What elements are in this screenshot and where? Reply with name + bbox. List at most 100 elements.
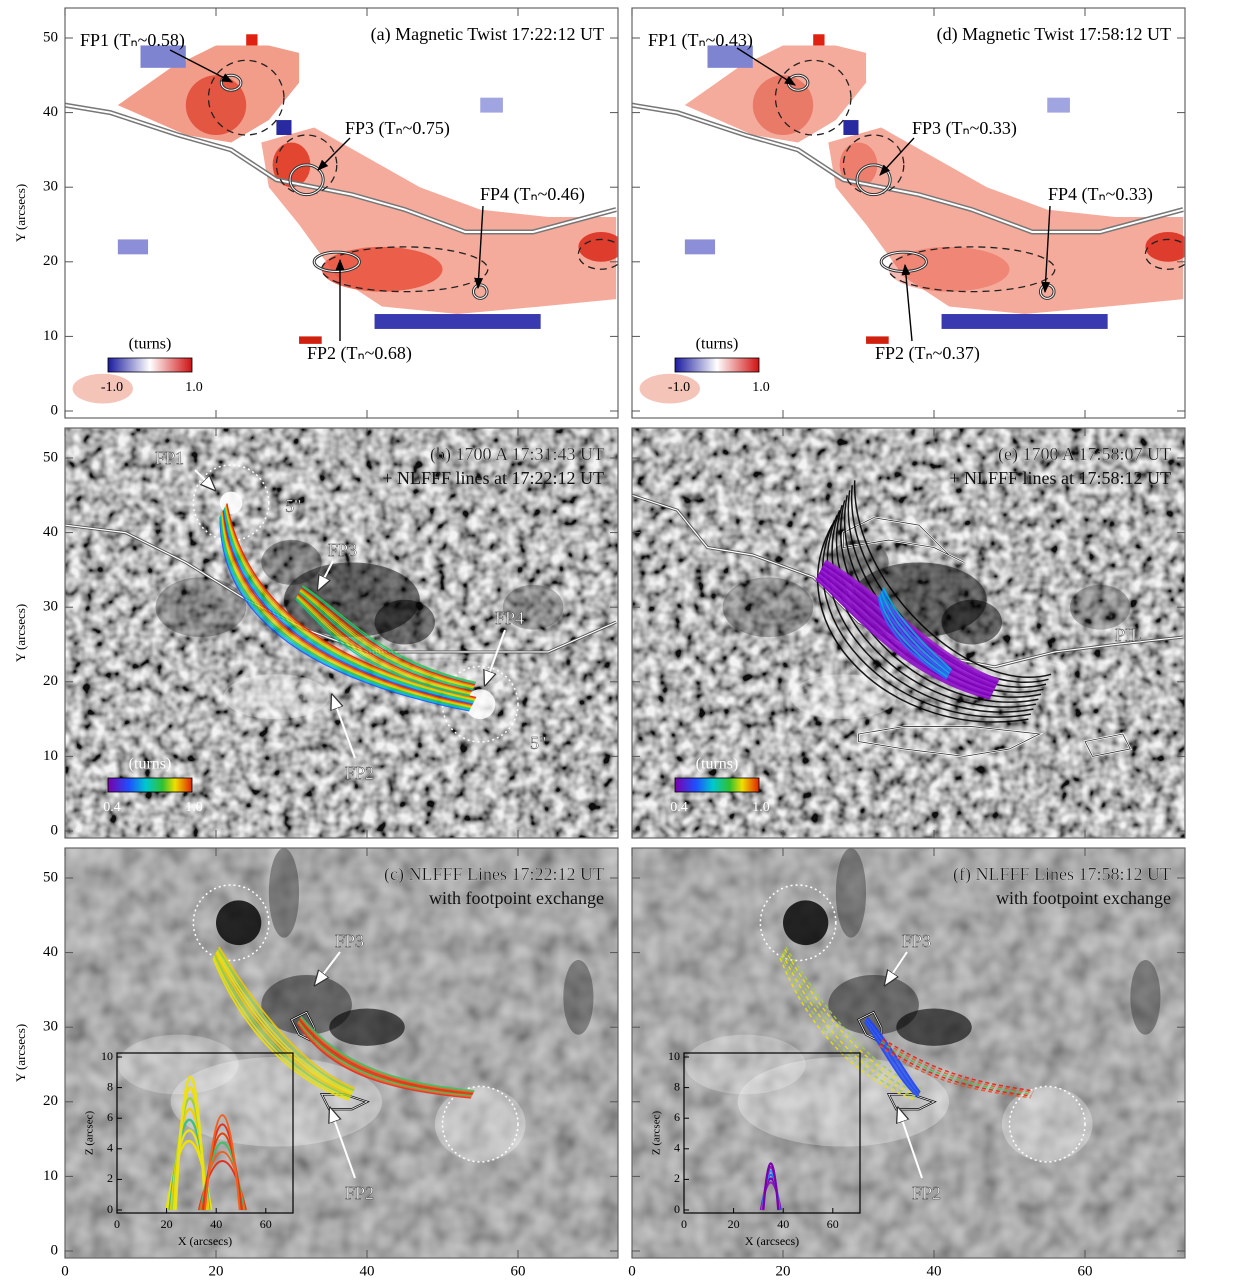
annotation-label: FP4 (Tₙ~0.33) (1048, 184, 1153, 205)
annotation-label: FP2 (345, 1183, 374, 1203)
panel-subtitle: with footpoint exchange (429, 888, 604, 908)
intensity-feature (563, 960, 593, 1035)
twist-patch (942, 314, 1108, 329)
intensity-feature (1130, 960, 1160, 1035)
y-tick-label: 20 (43, 1093, 58, 1109)
inset-x-tick-label: 60 (827, 1217, 839, 1231)
intensity-feature (375, 600, 435, 645)
annotation-label: 5" (285, 496, 301, 516)
annotation-label: FP2 (Tₙ~0.37) (875, 343, 980, 364)
y-tick-label: 30 (43, 179, 58, 195)
intensity-feature (156, 577, 247, 637)
panel (632, 428, 1185, 838)
intensity-feature (269, 848, 299, 938)
annotation-label: FP3 (Tₙ~0.33) (912, 118, 1017, 139)
y-tick-label: 40 (43, 944, 58, 960)
intensity-feature (224, 674, 330, 719)
y-tick-label: 0 (51, 402, 59, 418)
panel-title: (f) NLFFF Lines 17:58:12 UT (953, 864, 1171, 885)
colorbar (675, 358, 759, 372)
inset-y-tick-label: 0 (674, 1202, 680, 1216)
intensity-feature (791, 674, 897, 719)
inset-y-tick-label: 2 (107, 1171, 113, 1185)
y-axis-label: Y (arcsecs) (13, 184, 28, 242)
annotation-label: FP4 (495, 608, 524, 628)
x-tick-label: 40 (360, 1263, 375, 1279)
intensity-feature (216, 900, 261, 945)
panel-title: (e) 1700 A 17:58:07 UT (998, 444, 1171, 465)
inset-x-tick-label: 20 (728, 1217, 740, 1231)
annotation-label: FP3 (Tₙ~0.75) (345, 118, 450, 139)
intensity-feature (1070, 585, 1130, 630)
inset-y-tick-label: 8 (107, 1079, 113, 1093)
colorbar-label: (turns) (696, 336, 739, 353)
annotation-label: 5" (530, 733, 546, 753)
annotation-label: FP4 (Tₙ~0.46) (480, 184, 585, 205)
annotation-label: FP2 (912, 1183, 941, 1203)
colorbar-tick-label: 0.4 (670, 800, 688, 815)
panel-subtitle: + NLFFF lines at 17:22:12 UT (382, 468, 604, 488)
twist-patch (118, 239, 148, 254)
panel-subtitle: + NLFFF lines at 17:58:12 UT (949, 468, 1171, 488)
x-tick-label: 40 (927, 1263, 942, 1279)
y-tick-label: 40 (43, 524, 58, 540)
x-tick-label: 20 (209, 1263, 224, 1279)
colorbar-tick-label: 1.0 (752, 800, 770, 815)
annotation-label: FP1 (Tₙ~0.43) (648, 30, 753, 51)
inset-x-tick-label: 40 (210, 1217, 222, 1231)
annotation-label: PIL (1115, 625, 1142, 645)
inset-y-tick-label: 10 (101, 1049, 113, 1063)
intensity-feature (723, 577, 814, 637)
intensity-feature (783, 900, 828, 945)
colorbar (108, 778, 192, 792)
page: {"axes":{"y_label":"Y (arcsecs)","yticks… (0, 0, 1256, 1282)
panel (65, 428, 618, 838)
colorbar (675, 778, 759, 792)
panel-title: (a) Magnetic Twist 17:22:12 UT (371, 24, 604, 45)
x-tick-label: 60 (511, 1263, 526, 1279)
intensity-feature (942, 600, 1002, 645)
twist-patch (276, 120, 291, 135)
panel-title: (b) 1700 A 17:31:43 UT (430, 444, 604, 465)
figure: 01020304050Y (arcsecs)(a) Magnetic Twist… (0, 0, 1256, 1282)
inset-x-tick-label: 20 (161, 1217, 173, 1231)
colorbar-label: (turns) (129, 756, 172, 773)
panel-title: (c) NLFFF Lines 17:22:12 UT (384, 864, 604, 885)
twist-patch (186, 75, 246, 135)
colorbar-tick-label: 1.0 (752, 380, 770, 395)
inset-y-tick-label: 0 (107, 1202, 113, 1216)
y-tick-label: 0 (51, 1242, 59, 1258)
intensity-feature (836, 848, 866, 938)
inset-y-tick-label: 4 (107, 1141, 113, 1155)
inset-y-tick-label: 2 (674, 1171, 680, 1185)
y-axis-label: Y (arcsecs) (13, 604, 28, 662)
colorbar-tick-label: -1.0 (101, 380, 123, 395)
inset-y-label: Z (arcsec) (651, 1111, 663, 1156)
intensity-feature (261, 540, 321, 585)
inset-y-tick-label: 6 (674, 1110, 680, 1124)
annotation-label: FP2 (345, 763, 374, 783)
inset-y-tick-label: 10 (668, 1049, 680, 1063)
y-tick-label: 50 (43, 869, 58, 885)
intensity-feature (329, 1009, 405, 1046)
annotation-label: FP3 (328, 540, 357, 560)
x-tick-label: 60 (1078, 1263, 1093, 1279)
inset-x-tick-label: 0 (114, 1217, 120, 1231)
inset-y-label: Z (arcsec) (84, 1111, 96, 1156)
y-tick-label: 30 (43, 599, 58, 615)
twist-patch (843, 120, 858, 135)
y-tick-label: 20 (43, 673, 58, 689)
twist-patch (405, 0, 428, 8)
colorbar-label: (turns) (129, 336, 172, 353)
panel-subtitle: with footpoint exchange (996, 888, 1171, 908)
x-tick-label: 20 (776, 1263, 791, 1279)
twist-patch (1145, 232, 1190, 262)
y-tick-label: 20 (43, 253, 58, 269)
twist-patch (578, 232, 623, 262)
y-tick-label: 50 (43, 29, 58, 45)
twist-patch (480, 98, 503, 113)
y-tick-label: 50 (43, 449, 58, 465)
twist-patch (375, 314, 541, 329)
intensity-feature (435, 1087, 526, 1162)
y-tick-label: 10 (43, 748, 58, 764)
